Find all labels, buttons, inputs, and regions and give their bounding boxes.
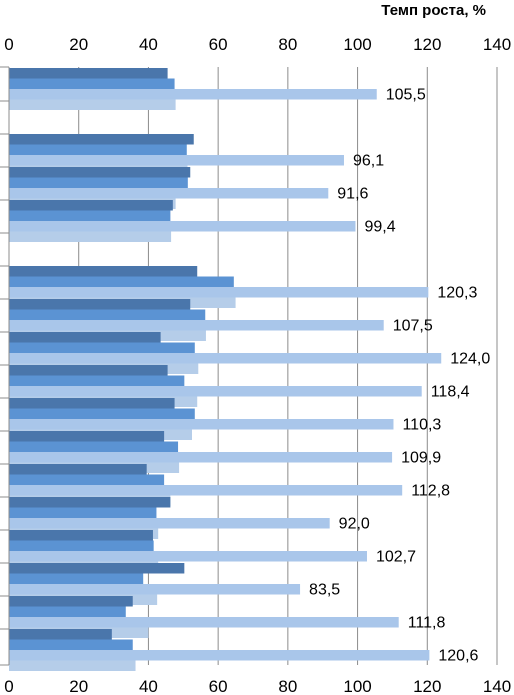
bar xyxy=(9,497,171,508)
bar xyxy=(9,276,234,287)
bar-group xyxy=(9,629,430,671)
bar xyxy=(9,365,168,376)
bar xyxy=(9,660,136,671)
bar xyxy=(9,551,367,562)
chart-title: Темп роста, % xyxy=(381,2,486,19)
data-label: 120,6 xyxy=(438,647,478,664)
bar xyxy=(9,332,161,343)
bar xyxy=(9,398,175,409)
data-label: 99,4 xyxy=(364,218,395,235)
bar xyxy=(9,563,185,574)
bar xyxy=(9,177,188,188)
x-tick-label-top: 140 xyxy=(483,35,511,54)
bar xyxy=(9,188,329,199)
bar xyxy=(9,441,179,452)
bar xyxy=(9,221,356,232)
bar xyxy=(9,89,377,100)
bar xyxy=(9,386,422,397)
bar xyxy=(9,518,330,529)
bar xyxy=(9,134,194,145)
x-tick-label-bottom: 60 xyxy=(209,677,228,695)
bar xyxy=(9,540,154,551)
bar xyxy=(9,68,168,79)
bar xyxy=(9,375,185,386)
bar xyxy=(9,342,195,353)
bar xyxy=(9,155,344,166)
x-tick-label-bottom: 20 xyxy=(69,677,88,695)
bar xyxy=(9,584,301,595)
data-label: 110,3 xyxy=(402,416,441,433)
bar xyxy=(9,99,176,110)
data-label: 120,3 xyxy=(437,284,477,301)
bar xyxy=(9,639,133,650)
data-label: 83,5 xyxy=(309,581,340,598)
bar xyxy=(9,78,175,89)
x-tick-label-top: 100 xyxy=(343,35,371,54)
data-label: 91,6 xyxy=(337,185,368,202)
bar xyxy=(9,431,165,442)
bar xyxy=(9,464,147,475)
bar xyxy=(9,485,403,496)
x-tick-label-top: 40 xyxy=(139,35,158,54)
bar xyxy=(9,617,399,628)
x-tick-label-bottom: 120 xyxy=(413,677,441,695)
bar xyxy=(9,287,429,298)
x-tick-label-top: 0 xyxy=(4,35,13,54)
bar xyxy=(9,419,394,430)
bar xyxy=(9,200,173,211)
bar xyxy=(9,266,198,277)
bar xyxy=(9,144,187,155)
data-label: 118,4 xyxy=(431,383,470,400)
bar-group xyxy=(9,68,377,110)
bar xyxy=(9,231,172,242)
data-label: 105,5 xyxy=(386,86,426,103)
bar xyxy=(9,629,112,640)
x-tick-label-bottom: 140 xyxy=(483,677,511,695)
bar xyxy=(9,353,442,364)
bar xyxy=(9,210,171,221)
bar xyxy=(9,309,206,320)
x-tick-label-bottom: 100 xyxy=(343,677,371,695)
bars xyxy=(9,68,442,671)
bar xyxy=(9,408,195,419)
data-label: 96,1 xyxy=(353,152,384,169)
data-label: 111,8 xyxy=(408,614,446,631)
data-label: 124,0 xyxy=(450,350,490,367)
x-tick-label-bottom: 80 xyxy=(278,677,297,695)
data-label: 109,9 xyxy=(401,449,441,466)
bar xyxy=(9,650,430,661)
bar xyxy=(9,530,153,541)
axes: 0 0 20 20 40 40 60 60 80 80 100 100 120 120 140 140 xyxy=(0,35,511,695)
bar xyxy=(9,596,133,607)
bar xyxy=(9,606,126,617)
data-label: 112,8 xyxy=(411,482,450,499)
data-label: 92,0 xyxy=(339,515,370,532)
x-tick-label-top: 120 xyxy=(413,35,441,54)
bar xyxy=(9,299,191,310)
x-tick-label-top: 20 xyxy=(69,35,88,54)
x-tick-label-bottom: 0 xyxy=(4,677,13,695)
x-tick-label-bottom: 40 xyxy=(139,677,158,695)
x-tick-label-top: 60 xyxy=(209,35,228,54)
bar xyxy=(9,320,384,331)
data-label: 107,5 xyxy=(393,317,433,334)
bar xyxy=(9,474,165,485)
bar xyxy=(9,573,144,584)
x-tick-label-top: 80 xyxy=(278,35,297,54)
bar xyxy=(9,507,157,518)
data-label: 102,7 xyxy=(376,548,416,565)
bar-group xyxy=(9,200,356,242)
bar xyxy=(9,167,191,178)
bar xyxy=(9,452,393,463)
